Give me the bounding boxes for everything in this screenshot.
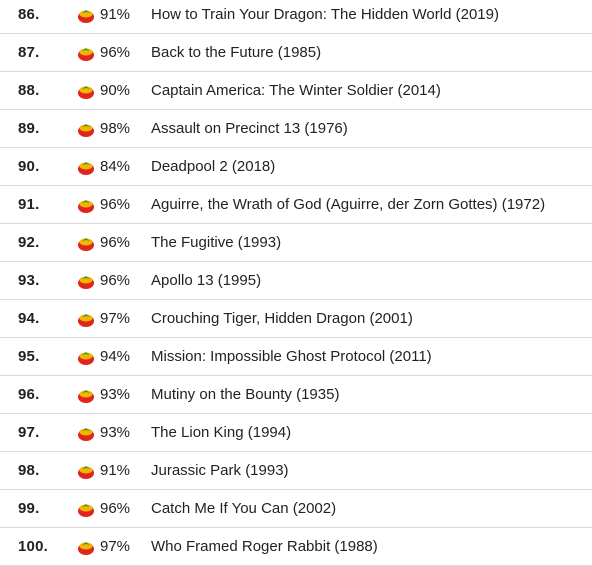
tomato-fresh-icon	[78, 161, 94, 175]
tomato-fresh-icon	[78, 427, 94, 441]
list-item[interactable]: 88. 90% Captain America: The Winter Sold…	[0, 72, 592, 110]
score-percent: 98%	[100, 120, 131, 137]
tomato-fresh-icon	[78, 199, 94, 213]
tomato-fresh-icon	[78, 389, 94, 403]
movie-title[interactable]: Deadpool 2 (2018)	[151, 158, 276, 175]
score: 96%	[77, 44, 130, 61]
movie-title[interactable]: Who Framed Roger Rabbit (1988)	[151, 538, 378, 555]
list-item[interactable]: 97. 93% The Lion King (1994)	[0, 414, 592, 452]
score-percent: 96%	[100, 44, 131, 61]
list-item[interactable]: 94. 97% Crouching Tiger, Hidden Dragon (…	[0, 300, 592, 338]
score: 98%	[77, 120, 130, 137]
score-percent: 90%	[100, 82, 131, 99]
rank-number: 91.	[18, 196, 40, 213]
score-percent: 96%	[100, 196, 131, 213]
movie-title[interactable]: Catch Me If You Can (2002)	[151, 500, 337, 517]
tomato-fresh-icon	[78, 465, 94, 479]
score: 93%	[77, 424, 130, 441]
rank-number: 95.	[18, 348, 40, 365]
list-item[interactable]: 100. 97% Who Framed Roger Rabbit (1988)	[0, 528, 592, 566]
score: 91%	[77, 462, 130, 479]
rank-number: 98.	[18, 462, 40, 479]
score: 97%	[77, 310, 130, 327]
rank-number: 99.	[18, 500, 40, 517]
tomato-fresh-icon	[78, 9, 94, 23]
score: 84%	[77, 158, 130, 175]
score: 94%	[77, 348, 130, 365]
score-percent: 96%	[100, 234, 131, 251]
movie-title[interactable]: Aguirre, the Wrath of God (Aguirre, der …	[151, 196, 546, 213]
tomato-fresh-icon	[78, 123, 94, 137]
score: 96%	[77, 272, 130, 289]
list-item[interactable]: 90. 84% Deadpool 2 (2018)	[0, 148, 592, 186]
list-item[interactable]: 98. 91% Jurassic Park (1993)	[0, 452, 592, 490]
rank-number: 86.	[18, 6, 40, 23]
tomato-fresh-icon	[78, 351, 94, 365]
score-percent: 91%	[100, 6, 131, 23]
score-percent: 96%	[100, 500, 131, 517]
list-item[interactable]: 86. 91% How to Train Your Dragon: The Hi…	[0, 0, 592, 34]
movie-title[interactable]: Back to the Future (1985)	[151, 44, 322, 61]
score-percent: 93%	[100, 386, 131, 403]
rank-number: 92.	[18, 234, 40, 251]
movie-title[interactable]: The Fugitive (1993)	[151, 234, 282, 251]
movie-title[interactable]: Jurassic Park (1993)	[151, 462, 289, 479]
rank-number: 89.	[18, 120, 40, 137]
tomato-fresh-icon	[78, 313, 94, 327]
list-item[interactable]: 93. 96% Apollo 13 (1995)	[0, 262, 592, 300]
movie-title[interactable]: How to Train Your Dragon: The Hidden Wor…	[151, 6, 499, 23]
list-item[interactable]: 91. 96% Aguirre, the Wrath of God (Aguir…	[0, 186, 592, 224]
rank-number: 90.	[18, 158, 40, 175]
tomato-fresh-icon	[78, 47, 94, 61]
list-item[interactable]: 95. 94% Mission: Impossible Ghost Protoc…	[0, 338, 592, 376]
score: 90%	[77, 82, 130, 99]
movie-title[interactable]: Mission: Impossible Ghost Protocol (2011…	[151, 348, 432, 365]
score-percent: 91%	[100, 462, 131, 479]
score: 96%	[77, 500, 130, 517]
rank-number: 96.	[18, 386, 40, 403]
list-item[interactable]: 87. 96% Back to the Future (1985)	[0, 34, 592, 72]
score-percent: 97%	[100, 310, 131, 327]
score-percent: 93%	[100, 424, 131, 441]
movie-title[interactable]: Apollo 13 (1995)	[151, 272, 262, 289]
score: 96%	[77, 234, 130, 251]
tomato-fresh-icon	[78, 85, 94, 99]
movie-title[interactable]: Mutiny on the Bounty (1935)	[151, 386, 340, 403]
tomato-fresh-icon	[78, 237, 94, 251]
score: 91%	[77, 6, 130, 23]
list-item[interactable]: 89. 98% Assault on Precinct 13 (1976)	[0, 110, 592, 148]
list-item[interactable]: 92. 96% The Fugitive (1993)	[0, 224, 592, 262]
rank-number: 100.	[18, 538, 48, 555]
tomato-fresh-icon	[78, 275, 94, 289]
rank-number: 88.	[18, 82, 40, 99]
rank-number: 94.	[18, 310, 40, 327]
score-percent: 84%	[100, 158, 131, 175]
rank-number: 93.	[18, 272, 40, 289]
score-percent: 96%	[100, 272, 131, 289]
movie-title[interactable]: Crouching Tiger, Hidden Dragon (2001)	[151, 310, 413, 327]
rank-number: 87.	[18, 44, 40, 61]
score-percent: 94%	[100, 348, 131, 365]
rank-number: 97.	[18, 424, 40, 441]
tomato-fresh-icon	[78, 503, 94, 517]
score: 97%	[77, 538, 130, 555]
score-percent: 97%	[100, 538, 131, 555]
movie-title[interactable]: Assault on Precinct 13 (1976)	[151, 120, 348, 137]
score: 96%	[77, 196, 130, 213]
movie-title[interactable]: Captain America: The Winter Soldier (201…	[151, 82, 441, 99]
score: 93%	[77, 386, 130, 403]
tomato-fresh-icon	[78, 541, 94, 555]
list-item[interactable]: 99. 96% Catch Me If You Can (2002)	[0, 490, 592, 528]
list-item[interactable]: 96. 93% Mutiny on the Bounty (1935)	[0, 376, 592, 414]
movie-title[interactable]: The Lion King (1994)	[151, 424, 292, 441]
